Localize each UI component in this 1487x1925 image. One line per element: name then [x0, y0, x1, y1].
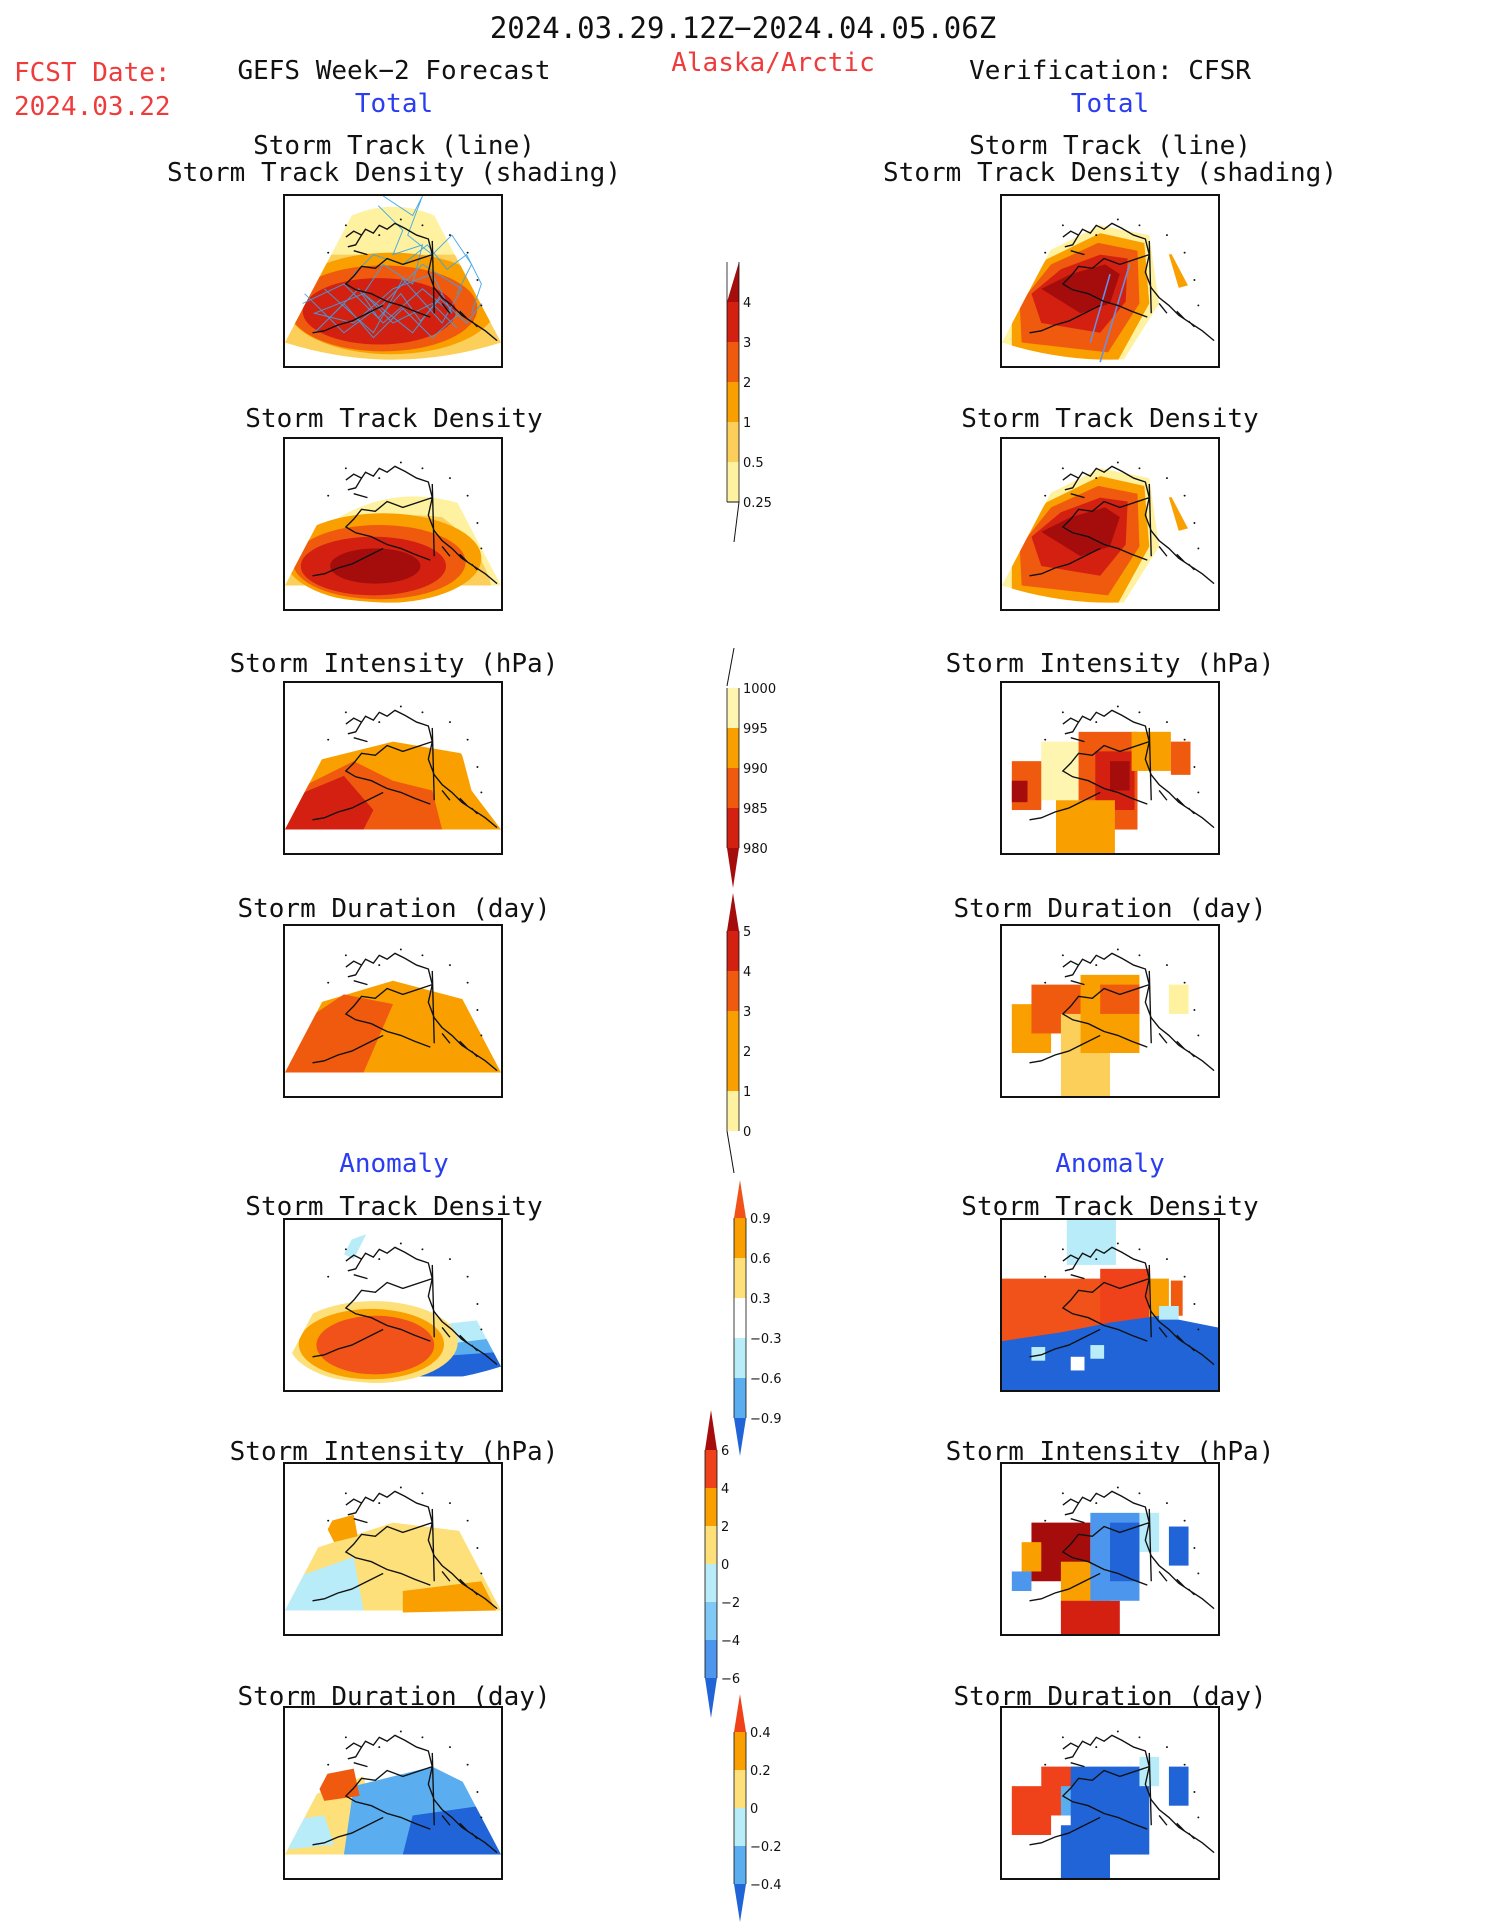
left-anom-intensity-title: Storm Intensity (hPa) [229, 1437, 559, 1467]
fcst-date-value: 2024.03.22 [14, 92, 171, 122]
forecast-duration-anomaly-map [283, 1706, 503, 1880]
verification-density-anomaly-map [1000, 1218, 1220, 1392]
left-duration-title: Storm Duration (day) [237, 894, 551, 924]
density-anom-tick-neg03: −0.3 [750, 1332, 782, 1347]
verification-duration-map [1000, 924, 1220, 1098]
right-anomaly-label: Anomaly [1055, 1149, 1165, 1179]
intensity-colorbar-graphic: 1000 995 990 985 980 [726, 647, 776, 888]
density-colorbar: 4 3 2 1 0.5 0.25 [722, 262, 812, 552]
duration-tick-0: 0 [743, 1125, 751, 1140]
density-tick-3: 3 [743, 336, 751, 351]
left-density-title: Storm Track Density [245, 404, 543, 434]
intensity-anom-tick-neg4: −4 [721, 1634, 740, 1649]
forecast-intensity-anomaly-map [283, 1462, 503, 1636]
density-anom-tick-neg09: −0.9 [750, 1412, 782, 1427]
intensity-anom-tick-neg2: −2 [721, 1596, 740, 1611]
duration-anom-tick-neg02: −0.2 [750, 1840, 782, 1855]
left-anom-duration-title: Storm Duration (day) [237, 1682, 551, 1712]
verification-intensity-map [1000, 681, 1220, 855]
left-total-label: Total [354, 89, 434, 119]
intensity-tick-995: 995 [743, 722, 768, 737]
duration-anomaly-colorbar-graphic: 0.4 0.2 0 −0.2 −0.4 [733, 1694, 782, 1922]
right-anom-density-title: Storm Track Density [961, 1192, 1259, 1222]
verification-title: Verification: CFSR [969, 56, 1251, 86]
right-track-title-2: Storm Track Density (shading) [883, 158, 1337, 188]
duration-anom-tick-neg04: −0.4 [750, 1878, 782, 1893]
left-anom-density-title: Storm Track Density [245, 1192, 543, 1222]
intensity-colorbar: 1000 995 990 985 980 [722, 647, 812, 888]
forecast-density-map [283, 437, 503, 611]
right-total-label: Total [1070, 89, 1150, 119]
verification-intensity-anomaly-map [1000, 1462, 1220, 1636]
verification-duration-anomaly-map [1000, 1706, 1220, 1880]
density-anomaly-colorbar-graphic: 0.9 0.6 0.3 −0.3 −0.6 −0.9 [733, 1180, 782, 1456]
intensity-anom-tick-neg6: −6 [721, 1672, 740, 1687]
duration-colorbar: 5 4 3 2 1 0 [722, 893, 812, 1178]
left-track-title-1: Storm Track (line) [253, 131, 535, 161]
right-track-title-1: Storm Track (line) [969, 131, 1251, 161]
density-anom-tick-06: 0.6 [750, 1252, 771, 1267]
duration-tick-1: 1 [743, 1085, 751, 1100]
period-title: 2024.03.29.12Z−2024.04.05.06Z [489, 11, 997, 45]
density-colorbar-graphic: 4 3 2 1 0.5 0.25 [726, 262, 772, 543]
left-intensity-title: Storm Intensity (hPa) [229, 649, 559, 679]
density-tick-2: 2 [743, 376, 751, 391]
duration-colorbar-graphic: 5 4 3 2 1 0 [726, 893, 751, 1174]
verification-density-map [1000, 437, 1220, 611]
density-tick-4: 4 [743, 296, 751, 311]
duration-anom-tick-0: 0 [750, 1802, 758, 1817]
density-anom-tick-neg06: −0.6 [750, 1372, 782, 1387]
forecast-duration-map [283, 924, 503, 1098]
density-anomaly-colorbar: 0.9 0.6 0.3 −0.3 −0.6 −0.9 [729, 1180, 819, 1460]
left-anomaly-label: Anomaly [339, 1149, 449, 1179]
right-density-title: Storm Track Density [961, 404, 1259, 434]
left-track-title-2: Storm Track Density (shading) [167, 158, 621, 188]
intensity-tick-985: 985 [743, 802, 768, 817]
density-anom-tick-09: 0.9 [750, 1212, 771, 1227]
right-anom-duration-title: Storm Duration (day) [953, 1682, 1267, 1712]
density-tick-05: 0.5 [743, 456, 764, 471]
region-title: Alaska/Arctic [671, 48, 875, 78]
forecast-density-anomaly-map [283, 1218, 503, 1392]
duration-tick-5: 5 [743, 925, 751, 940]
intensity-anomaly-colorbar-graphic: 6 4 2 0 −2 −4 −6 [704, 1410, 740, 1718]
intensity-tick-990: 990 [743, 762, 768, 777]
forecast-track-map [283, 194, 503, 368]
duration-tick-3: 3 [743, 1005, 751, 1020]
duration-anomaly-colorbar: 0.4 0.2 0 −0.2 −0.4 [729, 1694, 819, 1924]
right-intensity-title: Storm Intensity (hPa) [945, 649, 1275, 679]
intensity-anomaly-colorbar: 6 4 2 0 −2 −4 −6 [700, 1410, 790, 1730]
duration-tick-2: 2 [743, 1045, 751, 1060]
density-anom-tick-03: 0.3 [750, 1292, 771, 1307]
duration-anom-tick-02: 0.2 [750, 1764, 771, 1779]
right-duration-title: Storm Duration (day) [953, 894, 1267, 924]
forecast-intensity-map [283, 681, 503, 855]
duration-anom-tick-04: 0.4 [750, 1726, 771, 1741]
intensity-anom-tick-0: 0 [721, 1558, 729, 1573]
right-anom-intensity-title: Storm Intensity (hPa) [945, 1437, 1275, 1467]
fcst-date-label: FCST Date: [14, 58, 171, 88]
duration-tick-4: 4 [743, 965, 751, 980]
intensity-anom-tick-4: 4 [721, 1482, 729, 1497]
density-tick-025: 0.25 [743, 496, 772, 511]
intensity-tick-1000: 1000 [743, 682, 776, 697]
intensity-anom-tick-2: 2 [721, 1520, 729, 1535]
verification-track-map [1000, 194, 1220, 368]
forecast-model-title: GEFS Week−2 Forecast [237, 56, 551, 86]
intensity-anom-tick-6: 6 [721, 1444, 729, 1459]
density-tick-1: 1 [743, 416, 751, 431]
intensity-tick-980: 980 [743, 842, 768, 857]
